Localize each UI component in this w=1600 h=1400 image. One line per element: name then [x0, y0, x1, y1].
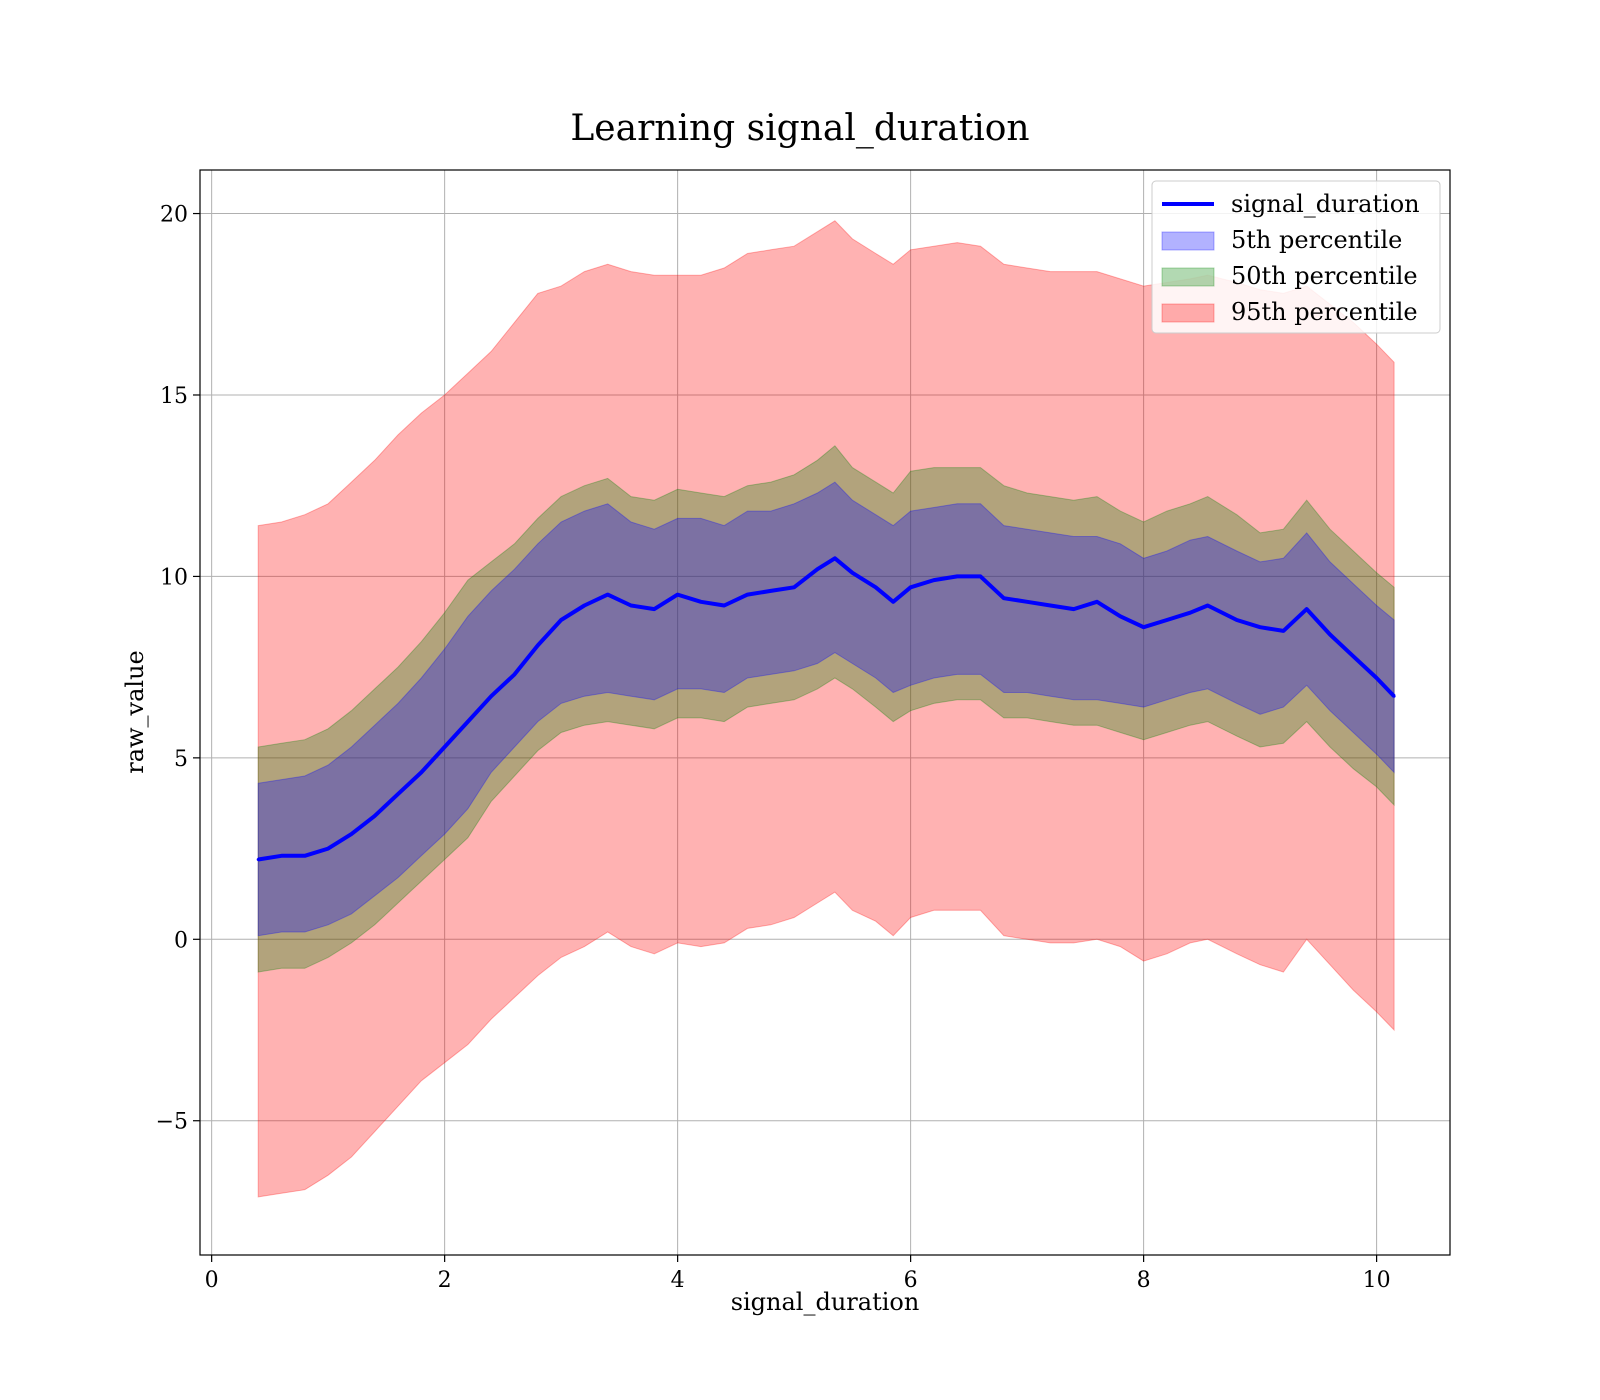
data-point: [850, 571, 854, 575]
data-point: [1118, 614, 1122, 618]
data-point: [1305, 607, 1309, 611]
legend-box: [1151, 180, 1441, 334]
y-tick-label: 10: [160, 565, 188, 590]
data-point: [443, 745, 447, 749]
band-5th-percentile: [257, 481, 1395, 937]
percentile-bands: [257, 220, 1395, 1198]
band-50th-percentile: [257, 445, 1395, 973]
legend-swatch-band: [1161, 231, 1215, 251]
y-tick-label: 15: [160, 384, 188, 409]
data-point: [489, 694, 493, 698]
series-lines: [256, 556, 1396, 862]
data-point: [1025, 600, 1029, 604]
data-point: [513, 672, 516, 676]
data-point: [815, 567, 819, 571]
x-tick-label: 4: [671, 1268, 685, 1293]
y-axis-label: raw_value: [121, 650, 149, 774]
grid-lines: [200, 170, 1450, 1255]
data-point: [280, 854, 283, 858]
data-point: [833, 556, 837, 560]
legend-swatch-band: [1161, 303, 1215, 323]
data-point: [955, 574, 959, 578]
data-point: [891, 600, 895, 604]
data-point: [326, 847, 330, 851]
data-point: [1188, 611, 1192, 615]
y-axis-ticks: −5 0 5 10 15 20: [156, 203, 200, 1135]
data-point: [466, 720, 470, 724]
data-point: [792, 585, 796, 589]
x-axis-ticks: 0 2 4 6 8 10: [205, 1255, 1391, 1293]
data-point: [582, 604, 586, 607]
data-point: [1206, 604, 1210, 607]
x-axis-label: signal_duration: [731, 1288, 920, 1316]
data-point: [979, 574, 982, 578]
band-95th-percentile: [257, 220, 1395, 1198]
data-point: [676, 593, 680, 597]
data-point: [396, 792, 400, 796]
data-point: [909, 585, 913, 589]
legend-label: 5th percentile: [1231, 226, 1402, 254]
data-point: [746, 593, 749, 597]
legend: signal_duration 5th percentile 50th percen…: [1151, 180, 1441, 334]
data-point: [256, 858, 260, 861]
data-point: [932, 578, 936, 582]
data-point: [699, 600, 703, 604]
data-point: [1258, 625, 1262, 629]
data-point: [1142, 625, 1146, 629]
data-point: [349, 832, 353, 836]
data-point: [536, 643, 540, 647]
y-tick-label: −5: [156, 1110, 188, 1135]
y-tick-label: 0: [174, 928, 188, 953]
x-tick-label: 8: [1137, 1268, 1151, 1293]
data-point: [1095, 600, 1099, 604]
data-point: [769, 589, 773, 593]
y-tick-label: 20: [160, 203, 188, 228]
data-point: [419, 770, 423, 774]
data-point: [1048, 604, 1052, 607]
data-point: [1328, 633, 1332, 636]
x-tick-label: 0: [205, 1268, 219, 1293]
legend-swatch-band: [1161, 267, 1215, 287]
data-point: [1165, 618, 1169, 622]
data-point: [1375, 676, 1379, 680]
data-point: [1235, 618, 1239, 622]
data-point: [1072, 607, 1076, 611]
data-point: [629, 604, 633, 607]
data-point: [1351, 654, 1355, 658]
legend-label: 95th percentile: [1231, 298, 1418, 326]
data-point: [722, 604, 726, 607]
data-point: [606, 593, 610, 597]
data-point: [1002, 596, 1006, 600]
data-point: [1281, 629, 1285, 633]
legend-label: 50th percentile: [1231, 262, 1418, 290]
data-point: [373, 814, 377, 818]
x-tick-label: 10: [1363, 1268, 1391, 1293]
legend-label: signal_duration: [1231, 190, 1420, 218]
data-point: [559, 618, 563, 622]
data-point: [303, 854, 307, 858]
y-tick-label: 5: [174, 747, 188, 772]
data-point: [652, 607, 656, 611]
x-tick-label: 6: [904, 1268, 918, 1293]
plot-frame: [199, 169, 1451, 1256]
x-tick-label: 2: [438, 1268, 452, 1293]
data-point: [874, 585, 878, 589]
chart-title: Learning signal_duration: [570, 108, 1029, 149]
data-point: [1392, 694, 1396, 698]
